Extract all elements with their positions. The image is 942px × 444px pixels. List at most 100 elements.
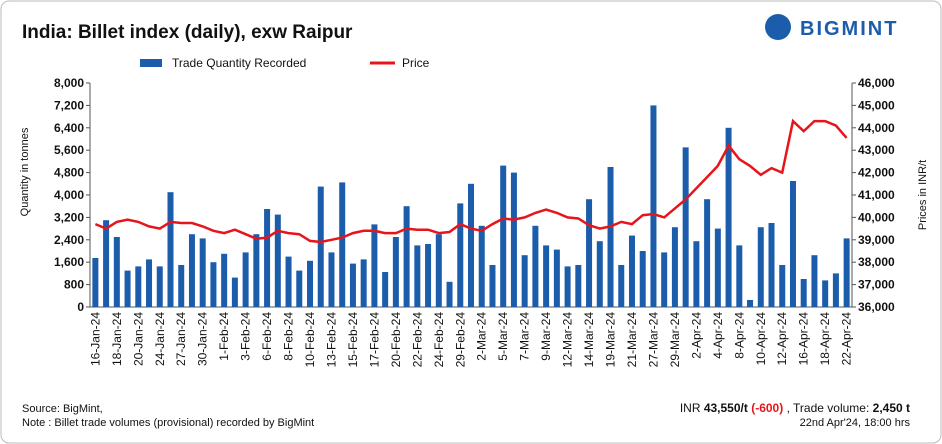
bar (360, 259, 367, 307)
bar (425, 244, 432, 307)
bar (575, 265, 582, 307)
bar (457, 203, 464, 307)
x-tick-label: 14-Mar-24 (582, 312, 596, 368)
y2-tick-label: 38,000 (858, 255, 895, 269)
volume: 2,450 t (873, 401, 910, 415)
bar (328, 252, 335, 307)
x-tick-label: 4-Apr-24 (711, 312, 725, 359)
volume-prefix: , Trade volume: (787, 401, 870, 415)
change: (-600) (751, 401, 783, 415)
y2-axis-title: Prices in INR/t (917, 160, 929, 230)
y2-tick-label: 43,000 (858, 143, 895, 157)
bar (704, 199, 711, 307)
x-tick-label: 22-Apr-24 (840, 312, 854, 366)
bar (349, 263, 356, 307)
bar (199, 238, 206, 307)
y-tick-label: 5,600 (54, 143, 84, 157)
bar (736, 245, 743, 307)
x-tick-label: 22-Feb-24 (410, 312, 424, 368)
x-tick-label: 12-Apr-24 (775, 312, 789, 366)
bar (403, 206, 410, 307)
bar (628, 235, 635, 307)
y2-tick-label: 36,000 (858, 300, 895, 314)
bar (532, 225, 539, 307)
x-tick-label: 13-Feb-24 (324, 312, 338, 368)
y2-tick-label: 45,000 (858, 98, 895, 112)
bar (489, 265, 496, 307)
x-tick-label: 10-Apr-24 (754, 312, 768, 366)
source: Source: BigMint, (22, 403, 103, 415)
y-tick-label: 7,200 (54, 98, 84, 112)
note: Note : Billet trade volumes (provisional… (22, 417, 314, 429)
bar (586, 199, 593, 307)
price-prefix: INR (680, 401, 701, 415)
chart-title: India: Billet index (daily), exw Raipur (22, 22, 353, 43)
x-tick-label: 18-Apr-24 (818, 312, 832, 366)
bar (553, 249, 560, 307)
bar (285, 256, 292, 307)
x-tick-label: 9-Mar-24 (539, 312, 553, 361)
x-tick-label: 27-Mar-24 (646, 312, 660, 368)
bar (822, 280, 829, 307)
y-tick-label: 4,800 (54, 166, 84, 180)
bar (800, 279, 807, 307)
x-tick-label: 15-Feb-24 (346, 312, 360, 368)
bar (146, 259, 153, 307)
bar (510, 172, 517, 307)
x-tick-label: 21-Mar-24 (625, 312, 639, 368)
x-tick-label: 8-Feb-24 (282, 312, 296, 361)
logo: BIGMINT (800, 18, 898, 40)
bar (231, 277, 238, 307)
x-tick-label: 2-Apr-24 (689, 312, 703, 359)
bar (307, 260, 314, 307)
price: 43,550/t (704, 401, 748, 415)
x-tick-label: 18-Jan-24 (110, 312, 124, 366)
x-tick-label: 30-Jan-24 (196, 312, 210, 366)
price-line (94, 118, 848, 244)
bar (543, 245, 550, 307)
bar (317, 186, 324, 307)
bar (188, 234, 195, 307)
x-tick-label: 24-Feb-24 (432, 312, 446, 368)
bar (757, 227, 764, 307)
y-axis-title: Quantity in tonnes (19, 127, 31, 216)
bar (478, 225, 485, 307)
y2-tick-label: 41,000 (858, 188, 895, 202)
y2-tick-label: 44,000 (858, 121, 895, 135)
x-tick-label: 16-Apr-24 (797, 312, 811, 366)
x-tick-label: 20-Feb-24 (389, 312, 403, 368)
bar (274, 214, 281, 307)
bar (296, 270, 303, 307)
x-tick-label: 29-Feb-24 (453, 312, 467, 368)
x-tick-label: 16-Jan-24 (88, 312, 102, 366)
bar (435, 234, 442, 307)
logo-icon (765, 14, 791, 40)
y-tick-label: 0 (77, 300, 84, 314)
bar (714, 228, 721, 307)
x-tick-label: 19-Mar-24 (604, 312, 618, 368)
bar (339, 182, 346, 307)
bar (747, 300, 754, 307)
y-tick-label: 6,400 (54, 121, 84, 135)
x-tick-label: 3-Feb-24 (239, 312, 253, 361)
bar (253, 234, 260, 307)
y-tick-label: 2,400 (54, 233, 84, 247)
x-tick-label: 27-Jan-24 (174, 312, 188, 366)
bar (264, 209, 271, 307)
x-tick-label: 8-Apr-24 (732, 312, 746, 359)
legend-label: Price (402, 56, 430, 70)
bar (392, 237, 399, 307)
y2-tick-label: 46,000 (858, 76, 895, 90)
y2-tick-label: 42,000 (858, 166, 895, 180)
bar (167, 192, 174, 307)
bar (650, 105, 657, 308)
bar (682, 147, 689, 307)
x-tick-label: 2-Mar-24 (475, 312, 489, 361)
bar (832, 273, 839, 307)
bar (103, 220, 110, 307)
bar (843, 238, 850, 307)
x-tick-label: 6-Feb-24 (260, 312, 274, 361)
bar (221, 253, 228, 307)
x-tick-label: 10-Feb-24 (303, 312, 317, 368)
